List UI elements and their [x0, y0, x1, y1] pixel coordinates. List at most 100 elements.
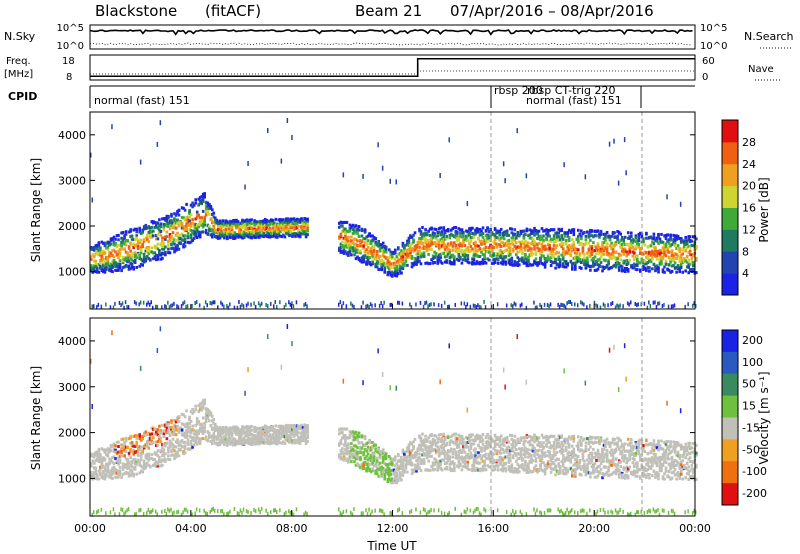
power-cell	[664, 262, 668, 266]
power-cell	[685, 255, 689, 259]
power-cell	[613, 263, 616, 267]
velocity-cell	[146, 440, 149, 444]
velocity-cell	[103, 473, 107, 477]
power-cell	[610, 246, 613, 250]
velocity-cell	[236, 511, 239, 516]
power-cell	[375, 243, 379, 247]
velocity-cell	[273, 428, 276, 432]
power-cell	[277, 230, 281, 234]
power-cell	[285, 218, 288, 222]
power-cell	[111, 260, 114, 264]
velocity-cell	[265, 426, 268, 430]
velocity-cell	[152, 441, 155, 444]
power-cell	[161, 251, 164, 255]
power-cell	[406, 242, 409, 246]
power-cell	[217, 225, 220, 228]
velocity-cell	[114, 444, 117, 448]
power-cell	[483, 253, 486, 257]
power-cell	[620, 269, 624, 273]
power-cell	[304, 230, 308, 234]
power-cell	[425, 246, 429, 250]
power-cell	[341, 244, 344, 247]
power-cell	[692, 235, 695, 239]
power-cell	[357, 257, 361, 260]
power-cell	[306, 227, 309, 230]
velocity-cell	[226, 428, 229, 432]
velocity-cell	[180, 445, 184, 448]
power-cell	[147, 247, 151, 251]
power-cell	[144, 223, 148, 227]
power-cell	[217, 305, 219, 310]
power-cell	[510, 258, 514, 262]
power-cell	[543, 265, 547, 269]
power-cell	[669, 258, 672, 262]
power-cell	[253, 219, 256, 223]
power-cell	[649, 258, 653, 262]
power-cell	[285, 229, 288, 233]
power-cell	[667, 268, 671, 272]
power-cell	[679, 253, 683, 257]
power-cell	[660, 232, 663, 236]
power-cell	[139, 232, 143, 235]
power-cell	[587, 249, 591, 253]
power-cell	[118, 248, 122, 252]
power-cell	[204, 209, 208, 213]
power-cell	[378, 303, 381, 308]
power-cell	[204, 300, 207, 305]
power-cell	[571, 228, 574, 232]
power-cell	[622, 248, 625, 252]
velocity-cell	[103, 458, 107, 462]
power-cell	[584, 266, 588, 269]
power-cell	[135, 227, 138, 231]
power-cell	[350, 242, 353, 246]
velocity-cell	[173, 423, 176, 427]
power-cell	[581, 246, 585, 250]
velocity-cell	[182, 445, 185, 449]
power-cell	[463, 252, 467, 256]
power-cell	[165, 305, 168, 309]
velocity-cell	[106, 465, 110, 469]
power-cell	[162, 225, 166, 229]
velocity-cell	[135, 450, 138, 454]
power-cell	[589, 234, 592, 238]
power-cell	[634, 247, 638, 251]
velocity-cell	[235, 431, 238, 435]
power-cell	[445, 228, 448, 232]
power-cell	[306, 229, 309, 233]
power-cell	[170, 214, 173, 218]
power-cell	[596, 229, 600, 233]
power-cell	[206, 303, 208, 308]
power-cell	[162, 252, 166, 256]
power-cell	[443, 237, 447, 241]
velocity-cell	[103, 476, 107, 480]
power-cell	[663, 248, 666, 251]
velocity-cell	[198, 429, 202, 433]
power-cell	[564, 265, 568, 269]
velocity-cell	[176, 416, 179, 420]
power-cell	[663, 270, 666, 274]
power-cell	[424, 301, 426, 306]
power-cell	[183, 240, 187, 244]
power-cell	[194, 226, 197, 230]
power-cell	[540, 250, 544, 254]
velocity-cell	[170, 419, 173, 423]
power-cell	[457, 249, 461, 252]
velocity-cell	[223, 437, 226, 441]
velocity-cell	[283, 430, 287, 433]
power-cell	[487, 258, 491, 262]
velocity-cell	[253, 437, 256, 441]
power-cell	[481, 226, 485, 230]
power-cell	[348, 223, 352, 227]
velocity-cell	[165, 441, 169, 445]
power-cell	[236, 224, 240, 228]
power-cell	[256, 228, 259, 232]
power-cell	[96, 267, 99, 271]
power-cell	[487, 230, 491, 233]
power-cell	[643, 259, 647, 263]
power-cell	[657, 249, 660, 253]
power-cell	[436, 259, 439, 263]
velocity-cell	[91, 453, 95, 457]
colorbar-swatch	[722, 163, 738, 187]
power-cell	[692, 254, 695, 258]
power-cell	[233, 224, 237, 228]
